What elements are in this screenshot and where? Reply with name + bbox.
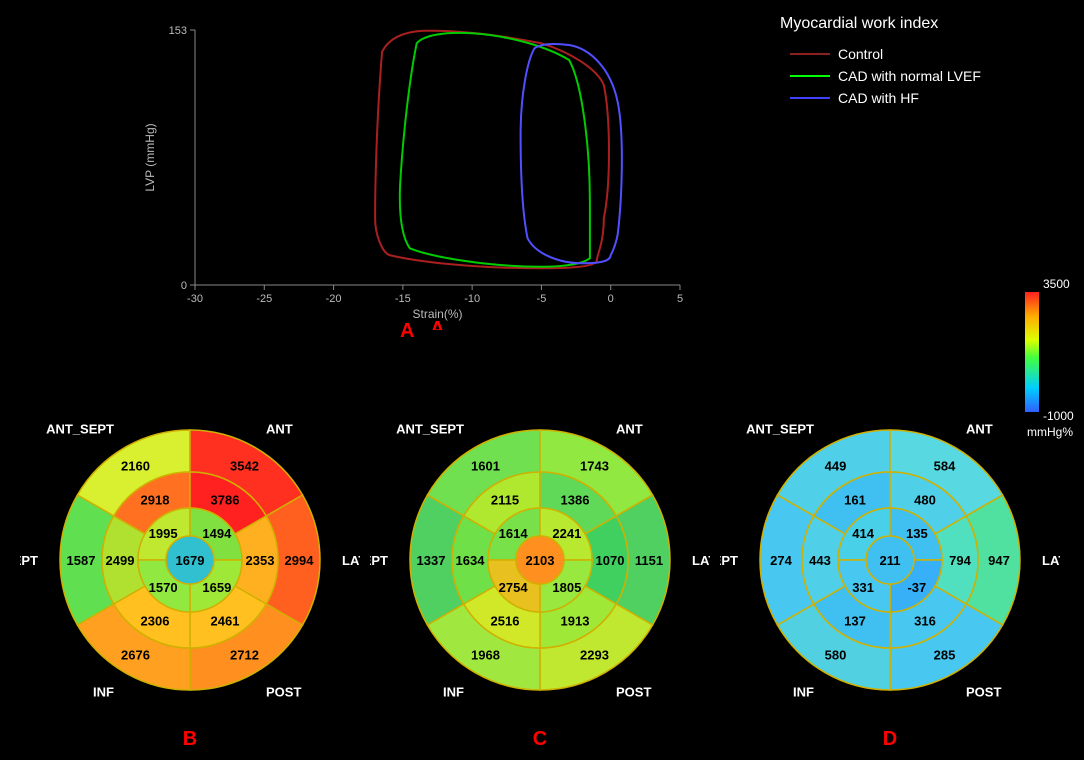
svg-text:ANT_SEPT: ANT_SEPT xyxy=(746,421,814,436)
svg-text:316: 316 xyxy=(914,614,936,629)
svg-text:2306: 2306 xyxy=(141,614,170,629)
svg-text:1386: 1386 xyxy=(561,492,590,507)
svg-text:LAT: LAT xyxy=(692,553,710,568)
svg-text:1659: 1659 xyxy=(202,580,231,595)
svg-text:2499: 2499 xyxy=(106,553,135,568)
legend-item-control: Control xyxy=(790,46,883,62)
svg-text:274: 274 xyxy=(770,553,792,568)
svg-text:LAT: LAT xyxy=(1042,553,1060,568)
svg-text:211: 211 xyxy=(880,553,901,568)
svg-text:414: 414 xyxy=(852,526,874,541)
svg-text:584: 584 xyxy=(934,459,956,474)
svg-text:INF: INF xyxy=(443,685,464,700)
svg-text:ANT_SEPT: ANT_SEPT xyxy=(396,421,464,436)
svg-text:443: 443 xyxy=(809,553,831,568)
svg-text:SEPT: SEPT xyxy=(20,553,38,568)
svg-text:480: 480 xyxy=(914,492,936,507)
svg-text:POST: POST xyxy=(266,685,301,700)
svg-text:794: 794 xyxy=(949,553,971,568)
svg-text:161: 161 xyxy=(844,492,866,507)
svg-text:ANT: ANT xyxy=(266,421,293,436)
svg-text:1995: 1995 xyxy=(149,526,178,541)
svg-text:-15: -15 xyxy=(395,293,411,305)
svg-text:2115: 2115 xyxy=(491,492,519,507)
svg-text:1570: 1570 xyxy=(149,580,178,595)
svg-text:1743: 1743 xyxy=(580,459,609,474)
legend-item-cad-normal: CAD with normal LVEF xyxy=(790,68,981,84)
panel-b-bullseye: 2160 2918 3542 3786 2994 2353 2712 2461 2676 2306… xyxy=(20,370,360,750)
svg-text:ANT: ANT xyxy=(616,421,643,436)
svg-text:2516: 2516 xyxy=(491,614,520,629)
svg-text:1913: 1913 xyxy=(561,614,590,629)
svg-text:2293: 2293 xyxy=(580,647,609,662)
panel-d-bullseye: 449 161 584 480 947 794 285 316 580 137 274 443 414 1… xyxy=(720,370,1060,750)
svg-text:CAD with normal LVEF: CAD with normal LVEF xyxy=(838,68,981,84)
svg-text:1679: 1679 xyxy=(176,553,205,568)
svg-text:1634: 1634 xyxy=(456,553,486,568)
svg-text:5: 5 xyxy=(677,293,683,305)
svg-text:0: 0 xyxy=(181,280,187,292)
svg-text:-20: -20 xyxy=(326,293,342,305)
svg-text:331: 331 xyxy=(852,580,874,595)
svg-text:135: 135 xyxy=(906,526,928,541)
svg-text:947: 947 xyxy=(988,553,1010,568)
svg-text:1337: 1337 xyxy=(417,553,446,568)
figure-container: Myocardial work index Control CAD with n… xyxy=(0,0,1084,760)
svg-text:153: 153 xyxy=(169,25,187,37)
svg-text:1070: 1070 xyxy=(596,553,625,568)
svg-text:-37: -37 xyxy=(907,580,926,595)
legend-item-cad-hf: CAD with HF xyxy=(790,90,919,106)
svg-text:B: B xyxy=(183,728,197,750)
svg-text:2754: 2754 xyxy=(499,580,529,595)
panel-c-bullseye: 1601 2115 1743 1386 1151 1070 2293 1913 1968 2516… xyxy=(370,370,710,750)
svg-text:0: 0 xyxy=(608,293,614,305)
svg-text:3786: 3786 xyxy=(211,492,240,507)
svg-text:2461: 2461 xyxy=(211,614,240,629)
svg-text:INF: INF xyxy=(793,685,814,700)
svg-text:2241: 2241 xyxy=(552,526,581,541)
svg-text:INF: INF xyxy=(93,685,114,700)
svg-text:1494: 1494 xyxy=(202,526,232,541)
svg-text:POST: POST xyxy=(616,685,651,700)
svg-text:SEPT: SEPT xyxy=(720,553,738,568)
svg-text:SEPT: SEPT xyxy=(370,553,388,568)
scale-max: 3500 xyxy=(1043,277,1070,291)
svg-text:POST: POST xyxy=(966,685,1001,700)
svg-text:1601: 1601 xyxy=(471,459,500,474)
svg-text:A: A xyxy=(430,318,444,330)
svg-text:ANT: ANT xyxy=(966,421,993,436)
svg-text:1614: 1614 xyxy=(499,526,529,541)
svg-text:1587: 1587 xyxy=(67,553,96,568)
svg-text:-30: -30 xyxy=(187,293,203,305)
legend-title: Myocardial work index xyxy=(780,15,938,32)
svg-text:1805: 1805 xyxy=(552,580,581,595)
svg-text:285: 285 xyxy=(934,647,956,662)
svg-text:-5: -5 xyxy=(537,293,547,305)
svg-text:137: 137 xyxy=(844,614,866,629)
svg-text:1968: 1968 xyxy=(471,647,500,662)
legend: Myocardial work index Control CAD with n… xyxy=(760,8,1080,118)
svg-text:-10: -10 xyxy=(464,293,480,305)
svg-text:Control: Control xyxy=(838,46,883,62)
svg-text:1151: 1151 xyxy=(635,553,663,568)
svg-text:LAT: LAT xyxy=(342,553,360,568)
svg-text:C: C xyxy=(533,728,547,750)
svg-text:CAD with HF: CAD with HF xyxy=(838,90,919,106)
svg-text:2160: 2160 xyxy=(121,459,150,474)
panel-a-chart: -30-25-20-15-10-5050153Strain(%)LVP (mmH… xyxy=(140,20,700,330)
svg-text:2918: 2918 xyxy=(141,492,170,507)
panel-a-letter: A xyxy=(400,320,414,343)
svg-text:580: 580 xyxy=(825,647,847,662)
svg-text:2712: 2712 xyxy=(230,647,259,662)
svg-text:2994: 2994 xyxy=(285,553,315,568)
svg-text:LVP (mmHg): LVP (mmHg) xyxy=(143,123,157,191)
svg-text:449: 449 xyxy=(825,459,847,474)
svg-text:D: D xyxy=(883,728,897,750)
svg-text:3542: 3542 xyxy=(230,459,259,474)
svg-text:2676: 2676 xyxy=(121,647,150,662)
svg-text:2353: 2353 xyxy=(246,553,275,568)
svg-text:2103: 2103 xyxy=(526,553,555,568)
svg-text:ANT_SEPT: ANT_SEPT xyxy=(46,421,114,436)
svg-text:-25: -25 xyxy=(256,293,272,305)
